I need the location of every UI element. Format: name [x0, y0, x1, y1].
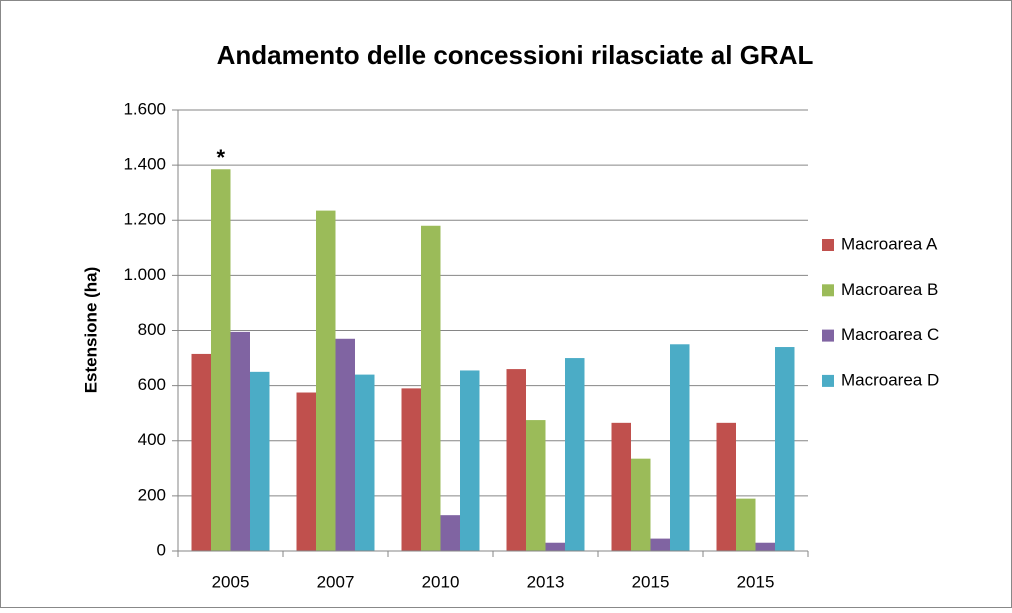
legend-label: Macroarea D: [841, 370, 939, 389]
legend-swatch: [822, 374, 834, 387]
bar: [316, 210, 336, 551]
bar: [335, 338, 355, 551]
y-axis-label: Estensione (ha): [81, 267, 100, 394]
legend-label: Macroarea B: [841, 280, 938, 299]
y-tick-label: 0: [157, 540, 166, 559]
bar: [421, 225, 441, 551]
bar: [355, 374, 375, 551]
annotation: *: [216, 145, 225, 170]
y-tick-label: 800: [138, 320, 166, 339]
bar: [755, 542, 775, 551]
x-tick-label: 2005: [212, 572, 250, 591]
y-tick-label: 600: [138, 375, 166, 394]
bar: [296, 392, 316, 551]
bar: [611, 422, 631, 551]
x-tick-label: 2015: [632, 572, 670, 591]
bar: [565, 358, 585, 551]
legend-label: Macroarea C: [841, 325, 939, 344]
bar: [191, 353, 211, 551]
chart-title: Andamento delle concessioni rilasciate a…: [217, 40, 814, 70]
legend-swatch: [822, 284, 834, 297]
bar: [526, 420, 546, 551]
y-tick-label: 1.400: [123, 155, 166, 174]
bar: [506, 369, 526, 551]
bar: [460, 370, 480, 551]
bar: [211, 169, 231, 551]
bar: [775, 347, 795, 551]
x-tick-label: 2010: [422, 572, 460, 591]
bar: [401, 388, 421, 551]
bar: [736, 498, 756, 551]
bar: [631, 458, 651, 551]
y-tick-label: 1.200: [123, 210, 166, 229]
legend-label: Macroarea A: [841, 234, 938, 253]
x-tick-label: 2015: [737, 572, 775, 591]
x-tick-label: 2013: [527, 572, 565, 591]
legend-swatch: [822, 329, 834, 342]
x-tick-label: 2007: [317, 572, 355, 591]
y-tick-label: 1.600: [123, 99, 166, 118]
y-tick-label: 400: [138, 430, 166, 449]
bar: [440, 515, 460, 551]
bar: [230, 331, 250, 551]
bar: [650, 538, 670, 551]
legend-swatch: [822, 239, 834, 251]
bar: [716, 422, 736, 551]
bar: [670, 344, 690, 551]
bar: [545, 542, 565, 551]
y-tick-label: 1.000: [123, 265, 166, 284]
y-tick-label: 200: [138, 485, 166, 504]
bar: [250, 371, 270, 551]
